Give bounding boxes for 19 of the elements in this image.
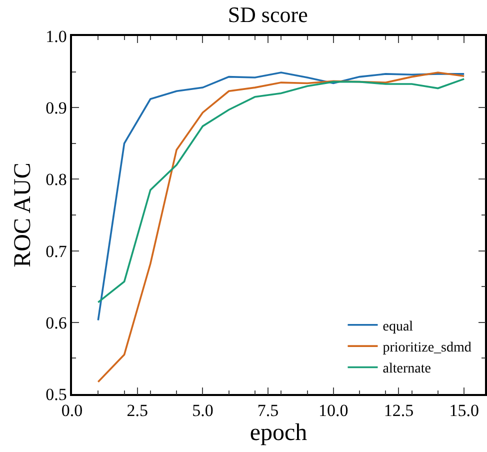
- x-tick-label: 10.0: [318, 401, 348, 420]
- legend-label: equal: [382, 319, 414, 334]
- x-tick-label: 5.0: [192, 401, 214, 420]
- y-tick-label: 0.8: [46, 170, 67, 190]
- chart-title: SD score: [228, 2, 308, 28]
- y-axis-title: ROC AUC: [10, 162, 36, 268]
- x-tick-label: 0.0: [61, 401, 83, 420]
- x-tick-label: 2.5: [126, 401, 148, 420]
- y-tick-label: 0.7: [46, 242, 68, 261]
- legend-label: prioritize_sdmd: [382, 340, 472, 356]
- y-tick-label: 1.0: [46, 26, 67, 46]
- x-tick-label: 15.0: [449, 401, 479, 420]
- x-tick-label: 12.5: [384, 401, 414, 420]
- y-tick-label: 0.6: [46, 313, 67, 332]
- y-tick-label: 0.9: [46, 98, 67, 118]
- y-tick-label: 0.5: [46, 384, 67, 404]
- x-axis-title: epoch: [250, 420, 308, 446]
- x-tick-label: 7.5: [257, 401, 279, 420]
- legend-label: alternate: [382, 362, 431, 377]
